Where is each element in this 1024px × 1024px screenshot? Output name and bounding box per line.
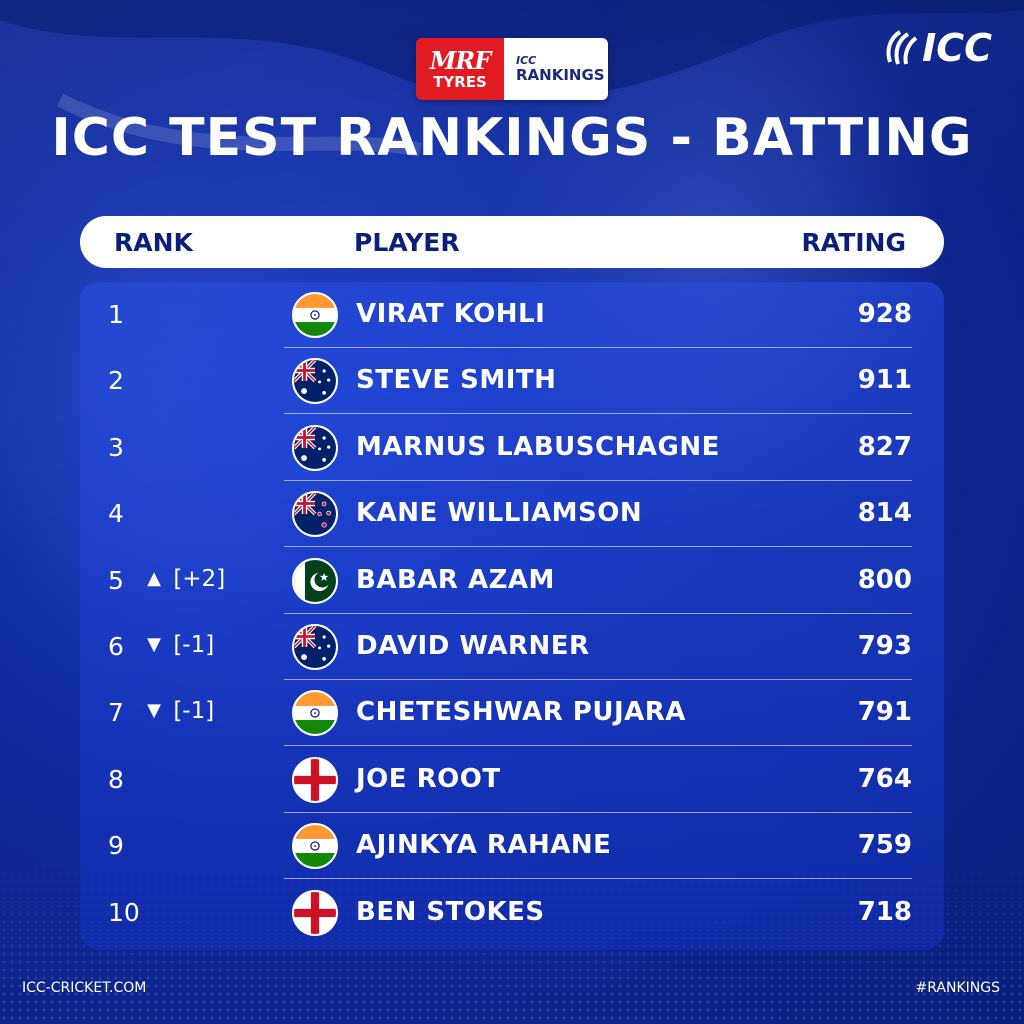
row-divider: [284, 546, 912, 548]
rank-change: ▼ [-1]: [142, 698, 214, 724]
player-name: BEN STOKES: [356, 896, 545, 927]
table-row: 8 JOE ROOT 764: [80, 747, 944, 813]
player-rating: 827: [857, 431, 912, 462]
rank-number: 6: [108, 632, 124, 661]
header-rating: RATING: [801, 228, 906, 257]
player-name: KANE WILLIAMSON: [356, 498, 643, 529]
player-name: VIRAT KOHLI: [356, 299, 546, 329]
player-name: STEVE SMITH: [356, 365, 557, 396]
rank-change: ▲ [+2]: [142, 566, 225, 592]
flag-australia-icon: [292, 624, 338, 670]
flag-india-icon: [292, 292, 338, 338]
player-name: CHETESHWAR PUJARA: [356, 697, 686, 728]
player-name: AJINKYA RAHANE: [356, 830, 612, 861]
rank-change-value: [-1]: [173, 632, 215, 658]
row-divider: [284, 679, 912, 680]
flag-australia-icon: [292, 424, 338, 471]
mrf-logo: MRF TYRES: [416, 38, 504, 100]
flag-australia-icon: [292, 358, 338, 405]
player-rating: 928: [857, 299, 912, 329]
rank-number: 9: [108, 831, 124, 861]
arrow-down-icon: ▼: [147, 634, 161, 655]
rank-change: ▼ [-1]: [142, 632, 214, 658]
rank-number: 10: [108, 897, 140, 927]
table-row: 9 AJINKYA RAHANE 759: [80, 813, 944, 880]
flag-pakistan-icon: [292, 557, 338, 604]
icc-logo: ICC: [884, 26, 992, 70]
player-name: DAVID WARNER: [356, 631, 590, 661]
player-rating: 800: [857, 564, 912, 595]
cricket-ball-icon: [886, 30, 918, 65]
player-name: JOE ROOT: [356, 763, 501, 794]
table-row: 4 KANE WILLIAMSON 814: [80, 481, 944, 548]
website-link: ICC-CRICKET.COM: [22, 980, 147, 996]
rank-number: 4: [108, 499, 124, 529]
rank-number: 3: [108, 432, 124, 462]
flag-new-zealand-icon: [292, 491, 338, 538]
player-rating: 718: [857, 896, 912, 927]
table-row: 5 ▲ [+2] BABAR AZAM 800: [80, 548, 944, 614]
player-rating: 814: [857, 498, 912, 529]
rank-change-value: [-1]: [173, 698, 215, 725]
flag-india-icon: [292, 823, 338, 870]
player-rating: 911: [857, 365, 912, 396]
player-rating: 759: [857, 830, 912, 861]
table-row: 2 STEVE SMITH 911: [80, 348, 944, 415]
sponsor-badge: MRF TYRES ICC RANKINGS: [416, 38, 608, 100]
player-rating: 791: [857, 697, 912, 728]
row-divider: [284, 479, 912, 481]
player-name: BABAR AZAM: [356, 564, 555, 595]
row-divider: [284, 413, 912, 415]
rank-number: 1: [108, 300, 124, 329]
row-divider: [284, 878, 912, 880]
header-player: PLAYER: [354, 228, 460, 257]
flag-england-icon: [292, 756, 338, 803]
table-row: 6 ▼ [-1] DAVID WARNER 793: [80, 614, 944, 680]
arrow-down-icon: ▼: [147, 700, 161, 722]
flag-england-icon: [292, 889, 338, 936]
flag-india-icon: [292, 690, 338, 737]
rankings-panel: [80, 282, 944, 950]
table-row: 7 ▼ [-1] CHETESHWAR PUJARA 791: [80, 680, 944, 747]
rank-number: 2: [108, 366, 124, 396]
row-divider: [284, 612, 912, 614]
player-name: MARNUS LABUSCHAGNE: [356, 431, 720, 462]
table-row: 3 MARNUS LABUSCHAGNE 827: [80, 415, 944, 481]
table-row: 10 BEN STOKES 718: [80, 880, 944, 946]
table-header: RANK PLAYER RATING: [80, 216, 944, 268]
row-divider: [284, 745, 912, 747]
icc-rankings-logo: ICC RANKINGS: [504, 38, 608, 100]
page-title: ICC TEST RANKINGS - BATTING: [51, 108, 973, 168]
hashtag: #RANKINGS: [915, 980, 1000, 996]
rank-number: 7: [108, 698, 124, 728]
player-rating: 793: [857, 631, 912, 661]
rank-number: 8: [108, 764, 124, 794]
row-divider: [284, 347, 912, 348]
player-rating: 764: [857, 763, 912, 794]
header-rank: RANK: [114, 228, 193, 257]
rank-change-value: [+2]: [173, 565, 226, 592]
rank-number: 5: [108, 565, 124, 595]
table-row: 1 VIRAT KOHLI 928: [80, 282, 944, 348]
arrow-up-icon: ▲: [147, 567, 161, 589]
row-divider: [284, 811, 912, 813]
